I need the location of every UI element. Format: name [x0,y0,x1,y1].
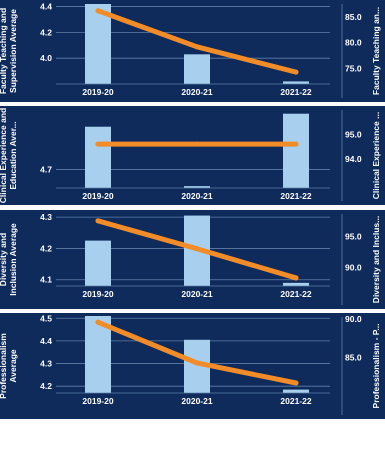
left-tick-label: 4.3 [40,359,52,369]
line-point-2020-21[interactable] [194,44,200,50]
line-point-2021-22[interactable] [293,275,299,281]
bar-2021-22[interactable] [283,282,309,286]
chart-panel-3: 4.3 4.2 4.1 95.0 90.0 2019-20 2020-21 2021-22 Di… [0,210,385,309]
line-point-2020-21[interactable] [194,141,200,147]
right-axis-title: Professionalism - P... [371,324,381,409]
left-tick-label: 4.1 [40,275,52,285]
left-tick-label: 4.2 [40,381,52,391]
line-point-2019-20[interactable] [95,319,101,325]
right-axis-title: Clinical Experience ... [371,112,381,199]
bar-2019-20[interactable] [85,316,111,393]
right-tick-label: 90.0 [345,262,362,272]
left-tick-label: 4.5 [40,313,52,323]
left-tick-label: 4.7 [40,164,52,174]
chart-svg-3: 4.3 4.2 4.1 95.0 90.0 2019-20 2020-21 2021-22 Di… [0,210,385,309]
left-tick-label: 4.0 [40,53,52,63]
line-point-2021-22[interactable] [293,69,299,75]
x-tick-label: 2020-21 [181,396,212,406]
right-tick-label: 95.0 [345,129,362,139]
chart-panel-1: 4.4 4.2 4.0 85.0 80.0 75.0 2019-20 2020-21 2021-… [0,0,385,102]
line-point-2019-20[interactable] [95,8,101,14]
line-point-2021-22[interactable] [293,141,299,147]
x-tick-label: 2021-22 [280,87,311,97]
left-tick-label: 4.4 [40,2,52,12]
right-tick-label: 80.0 [345,38,362,48]
left-axis-title: ProfessionalismAverage [0,333,18,399]
line-point-2021-22[interactable] [293,380,299,386]
right-axis-title: Diversity and Inclus... [371,216,381,303]
x-tick-label: 2019-20 [82,289,113,299]
x-tick-label: 2020-21 [181,87,212,97]
left-axis-title: Diversity andInclusion Average [0,223,18,296]
chart-panel-4: 4.5 4.4 4.3 4.2 90.0 85.0 2019-20 2020-21 2021-2… [0,313,385,419]
x-tick-label: 2021-22 [280,191,311,201]
x-tick-label: 2020-21 [181,289,212,299]
line-point-2020-21[interactable] [194,246,200,252]
bar-2021-22[interactable] [283,113,309,188]
left-axis-title: Faculty Teaching andSupervision Average [0,8,18,94]
bar-2019-20[interactable] [85,126,111,188]
right-tick-label: 95.0 [345,231,362,241]
bar-2019-20[interactable] [85,4,111,84]
right-axis-title: Faculty Teaching an... [371,7,381,95]
chart-panel-2: 4.7 95.0 94.0 2019-20 2020-21 2021-22 Clinical… [0,106,385,205]
right-tick-label: 85.0 [345,353,362,363]
right-tick-label: 90.0 [345,314,362,324]
bar-2020-21[interactable] [184,186,210,188]
left-tick-label: 4.2 [40,27,52,37]
left-tick-label: 4.3 [40,212,52,222]
chart-background [0,106,385,205]
x-tick-label: 2019-20 [82,191,113,201]
left-tick-label: 4.2 [40,243,52,253]
line-point-2020-21[interactable] [194,360,200,366]
chart-svg-2: 4.7 95.0 94.0 2019-20 2020-21 2021-22 Clinical… [0,106,385,205]
bar-2021-22[interactable] [283,389,309,393]
chart-svg-1: 4.4 4.2 4.0 85.0 80.0 75.0 2019-20 2020-21 2021-… [0,0,385,102]
x-tick-label: 2020-21 [181,191,212,201]
line-point-2019-20[interactable] [95,141,101,147]
bar-2021-22[interactable] [283,81,309,84]
chart-svg-4: 4.5 4.4 4.3 4.2 90.0 85.0 2019-20 2020-21 2021-2… [0,313,385,419]
x-tick-label: 2019-20 [82,87,113,97]
right-tick-label: 94.0 [345,154,362,164]
chart-background [0,0,385,102]
x-tick-label: 2021-22 [280,289,311,299]
bar-2019-20[interactable] [85,240,111,286]
bar-2020-21[interactable] [184,54,210,84]
right-tick-label: 85.0 [345,12,362,22]
line-point-2019-20[interactable] [95,218,101,224]
x-tick-label: 2021-22 [280,396,311,406]
x-tick-label: 2019-20 [82,396,113,406]
right-tick-label: 75.0 [345,64,362,74]
left-tick-label: 4.4 [40,336,52,346]
left-axis-title: Clinical Experience andEducation Aver... [0,108,18,203]
